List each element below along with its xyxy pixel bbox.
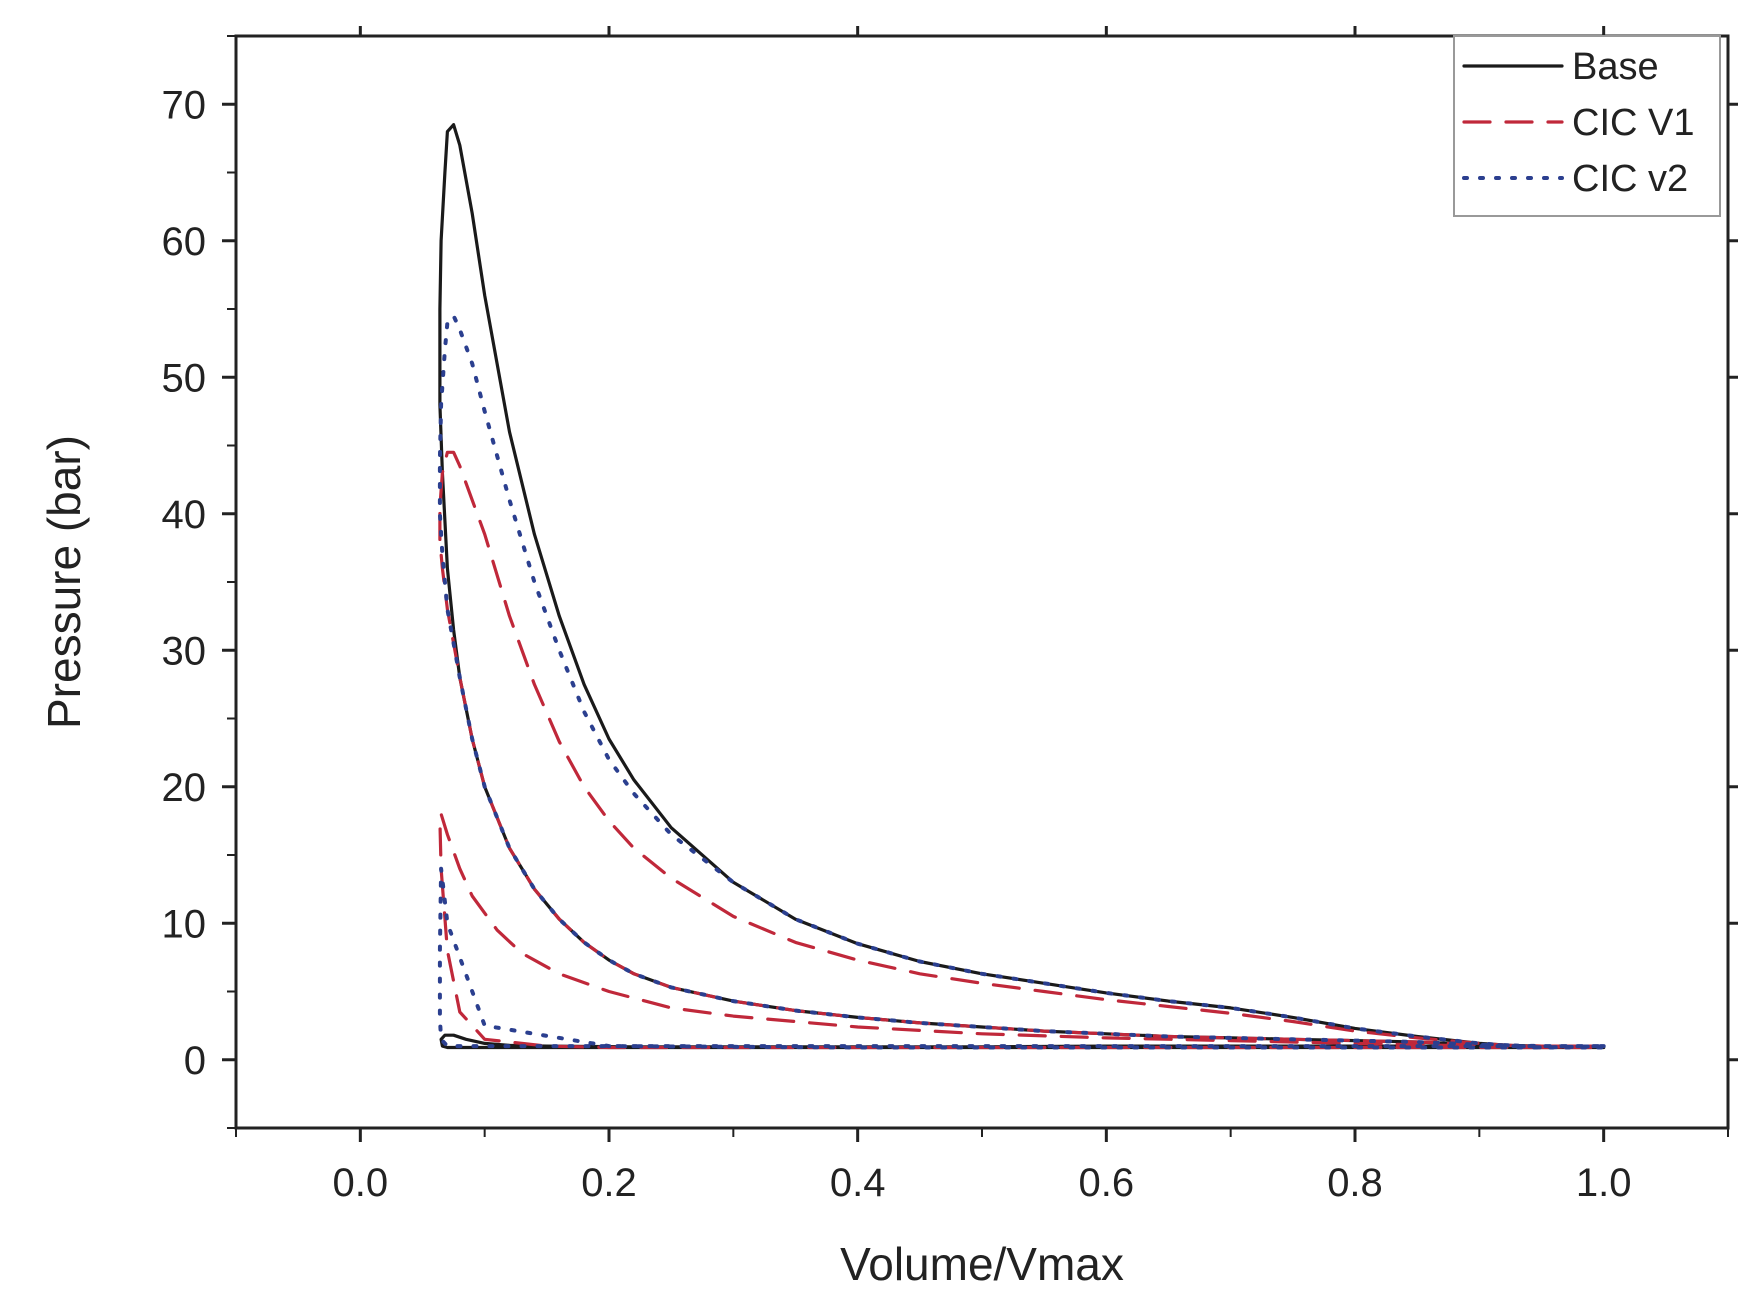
x-tick-label: 0.8: [1327, 1161, 1383, 1205]
y-axis-label: Pressure (bar): [38, 435, 90, 729]
x-tick-label: 0.2: [581, 1161, 637, 1205]
legend: Base CIC V1 CIC v2: [1453, 35, 1721, 217]
legend-entry-label: CIC v2: [1572, 158, 1688, 200]
legend-entry-label: CIC V1: [1572, 102, 1694, 144]
x-tick-label: 0.4: [830, 1161, 886, 1205]
y-tick-label: 0: [184, 1039, 206, 1083]
y-tick-label: 20: [162, 766, 207, 810]
series-layer: [437, 123, 1606, 1050]
y-tick-label: 60: [162, 220, 207, 264]
y-tick-label: 10: [162, 902, 207, 946]
legend-entry-label: Base: [1572, 46, 1659, 88]
tick-layer: 0.0 0.2 0.4 0.6 0.8 1.0 0 10 20 30 40 50 60 70: [162, 26, 1738, 1205]
y-tick-label: 30: [162, 629, 207, 673]
x-tick-label: 0.6: [1079, 1161, 1135, 1205]
y-tick-label: 70: [162, 83, 207, 127]
x-tick-label: 0.0: [333, 1161, 389, 1205]
x-tick-label: 1.0: [1576, 1161, 1632, 1205]
y-tick-label: 40: [162, 493, 207, 537]
y-tick-label: 50: [162, 356, 207, 400]
x-axis-label: Volume/Vmax: [840, 1238, 1124, 1290]
